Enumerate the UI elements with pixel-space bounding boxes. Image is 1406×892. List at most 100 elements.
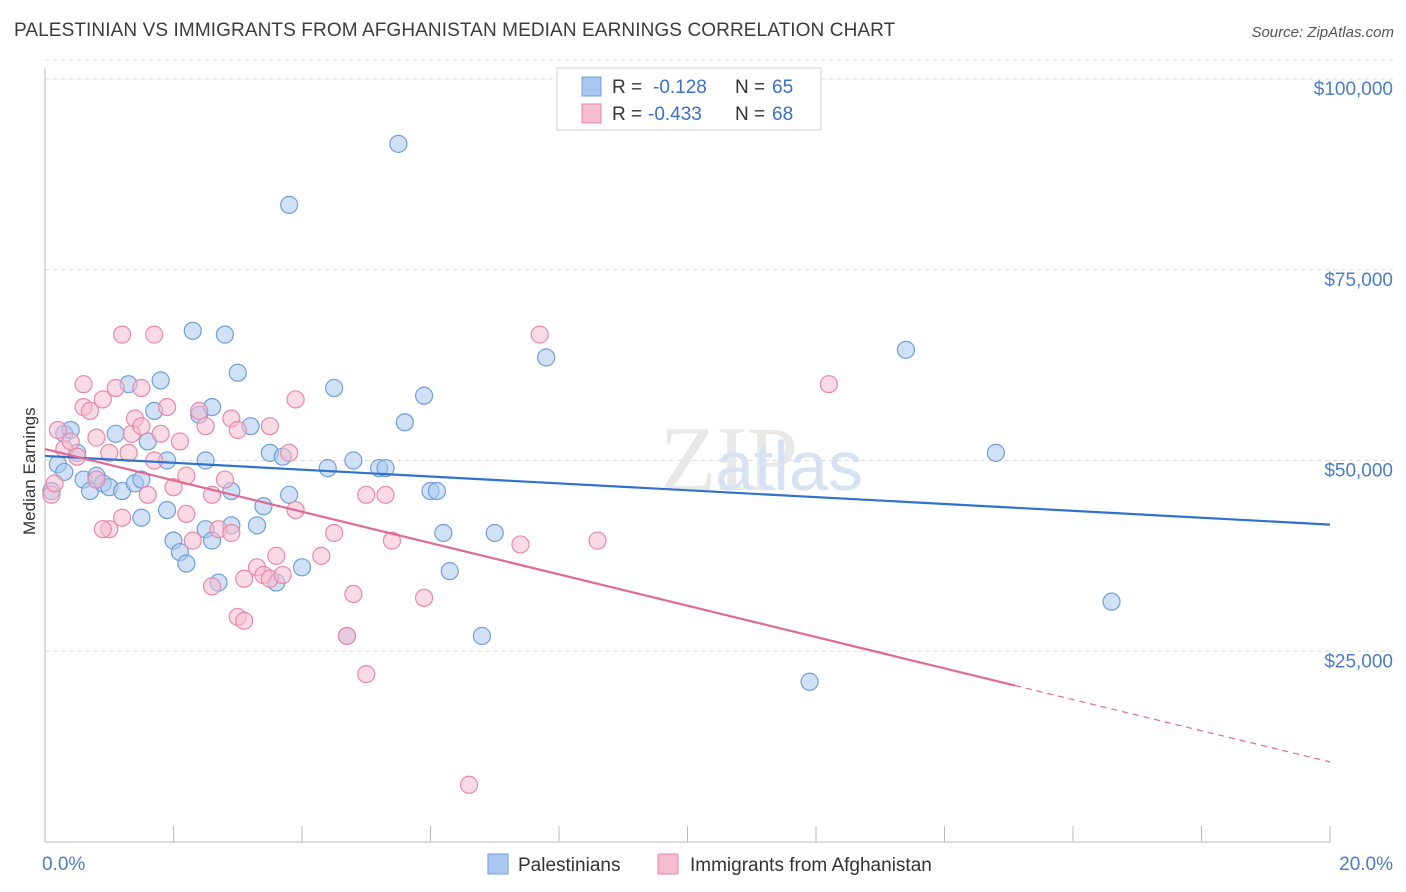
afghanistan-point — [357, 485, 376, 504]
palestinians-point — [247, 516, 267, 535]
afghanistan-point — [164, 478, 183, 497]
afghanistan-trend-extension — [1015, 685, 1331, 763]
afghanistan-point — [376, 485, 395, 504]
palestinians-point — [132, 470, 151, 489]
palestinians-point — [389, 134, 408, 153]
palestinians-point — [215, 325, 234, 344]
bottom-legend-swatch-blue — [487, 853, 509, 875]
afghanistan-point — [530, 325, 549, 344]
afghanistan-point — [215, 470, 234, 489]
afghanistan-point — [196, 417, 215, 436]
y-tick-label: $25,000 — [1324, 651, 1393, 672]
afghanistan-point — [202, 577, 222, 596]
afghanistan-point — [93, 520, 112, 539]
afghanistan-point — [74, 375, 93, 394]
palestinians-point — [228, 363, 247, 382]
palestinians-point — [376, 459, 395, 478]
palestinians-point — [132, 508, 151, 527]
legend-pink-r-value: -0.433 — [648, 104, 702, 125]
palestinians-point — [986, 443, 1006, 462]
palestinians-point — [325, 378, 344, 398]
palestinians-point — [800, 672, 819, 691]
tick-labels: $25,000 $50,000 $75,000 $100,000 0.0% 20.0% — [42, 79, 1393, 875]
afghanistan-point — [414, 588, 434, 607]
afghanistan-point — [382, 531, 402, 550]
source-label: Source: ZipAtlas.com — [1251, 24, 1394, 41]
afghanistan-point — [157, 397, 177, 417]
afghanistan-point — [235, 611, 254, 630]
trend-lines — [44, 447, 1331, 763]
palestinians-point — [177, 554, 196, 573]
legend-pink-r-label: R = — [612, 104, 642, 125]
palestinians-point — [472, 626, 491, 646]
palestinians-point — [292, 558, 312, 577]
palestinians-trend-line — [44, 454, 1331, 526]
chart-title: PALESTINIAN VS IMMIGRANTS FROM AFGHANIST… — [14, 20, 896, 41]
legend-swatch-blue — [581, 76, 602, 97]
palestinians-point — [434, 523, 453, 543]
afghanistan-point — [61, 432, 80, 451]
afghanistan-point — [459, 775, 479, 794]
y-tick-label: $75,000 — [1324, 270, 1393, 291]
palestinians-point — [414, 386, 434, 405]
legend-blue-r-value: -0.128 — [653, 77, 707, 98]
afghanistan-point — [267, 546, 286, 565]
palestinians-point — [280, 485, 299, 504]
afghanistan-point — [87, 428, 106, 447]
bottom-legend-swatch-pink — [657, 853, 679, 875]
afghanistan-point — [112, 508, 132, 527]
afghanistan-point — [132, 417, 151, 436]
legend-swatch-pink — [581, 103, 602, 124]
afghanistan-points — [42, 325, 838, 794]
afghanistan-point — [588, 531, 607, 550]
afghanistan-point — [119, 443, 138, 462]
palestinians-point — [440, 562, 459, 581]
afghanistan-point — [48, 420, 67, 440]
afghanistan-point — [80, 401, 100, 421]
afghanistan-point — [106, 378, 125, 398]
afghanistan-point — [273, 565, 292, 585]
afghanistan-point — [190, 401, 209, 421]
palestinians-point — [280, 195, 299, 214]
afghanistan-point — [260, 417, 279, 436]
afghanistan-trend-line — [44, 447, 1016, 687]
afghanistan-point — [93, 390, 112, 409]
afghanistan-point — [325, 523, 344, 543]
afghanistan-point — [357, 665, 376, 684]
palestinians-point — [1102, 592, 1121, 611]
palestinians-point — [196, 451, 215, 470]
palestinians-point — [183, 321, 202, 340]
legend-pink-n-value: 68 — [772, 104, 793, 125]
afghanistan-point — [222, 523, 241, 543]
afghanistan-point — [235, 569, 254, 588]
afghanistan-point — [100, 443, 119, 462]
afghanistan-point — [145, 325, 164, 344]
palestinians-point — [106, 424, 125, 443]
bottom-legend-afghanistan: Immigrants from Afghanistan — [690, 855, 932, 876]
afghanistan-point — [511, 535, 530, 554]
palestinians-point — [395, 413, 414, 432]
y-axis-label: Median Earnings — [20, 407, 39, 535]
axes — [44, 68, 1331, 843]
palestinians-point — [896, 340, 916, 359]
afghanistan-point — [286, 390, 305, 409]
legend-blue-n-value: 65 — [772, 77, 793, 98]
afghanistan-point — [87, 470, 106, 489]
legend-blue-n-label: N = — [735, 77, 765, 98]
afghanistan-point — [819, 375, 838, 394]
afghanistan-point — [151, 424, 170, 443]
afghanistan-point — [170, 432, 190, 451]
palestinians-point — [485, 523, 504, 543]
grid-lines — [45, 59, 1395, 652]
afghanistan-point — [280, 443, 299, 462]
palestinians-point — [537, 348, 556, 367]
afghanistan-point — [138, 485, 157, 504]
afghanistan-point — [183, 531, 202, 550]
palestinians-point — [157, 500, 177, 520]
legend-blue-r-label: R = — [612, 77, 642, 98]
y-tick-label: $50,000 — [1324, 461, 1393, 482]
afghanistan-point — [228, 420, 247, 440]
legend-pink-n-label: N = — [735, 104, 765, 125]
palestinians-point — [151, 371, 170, 390]
